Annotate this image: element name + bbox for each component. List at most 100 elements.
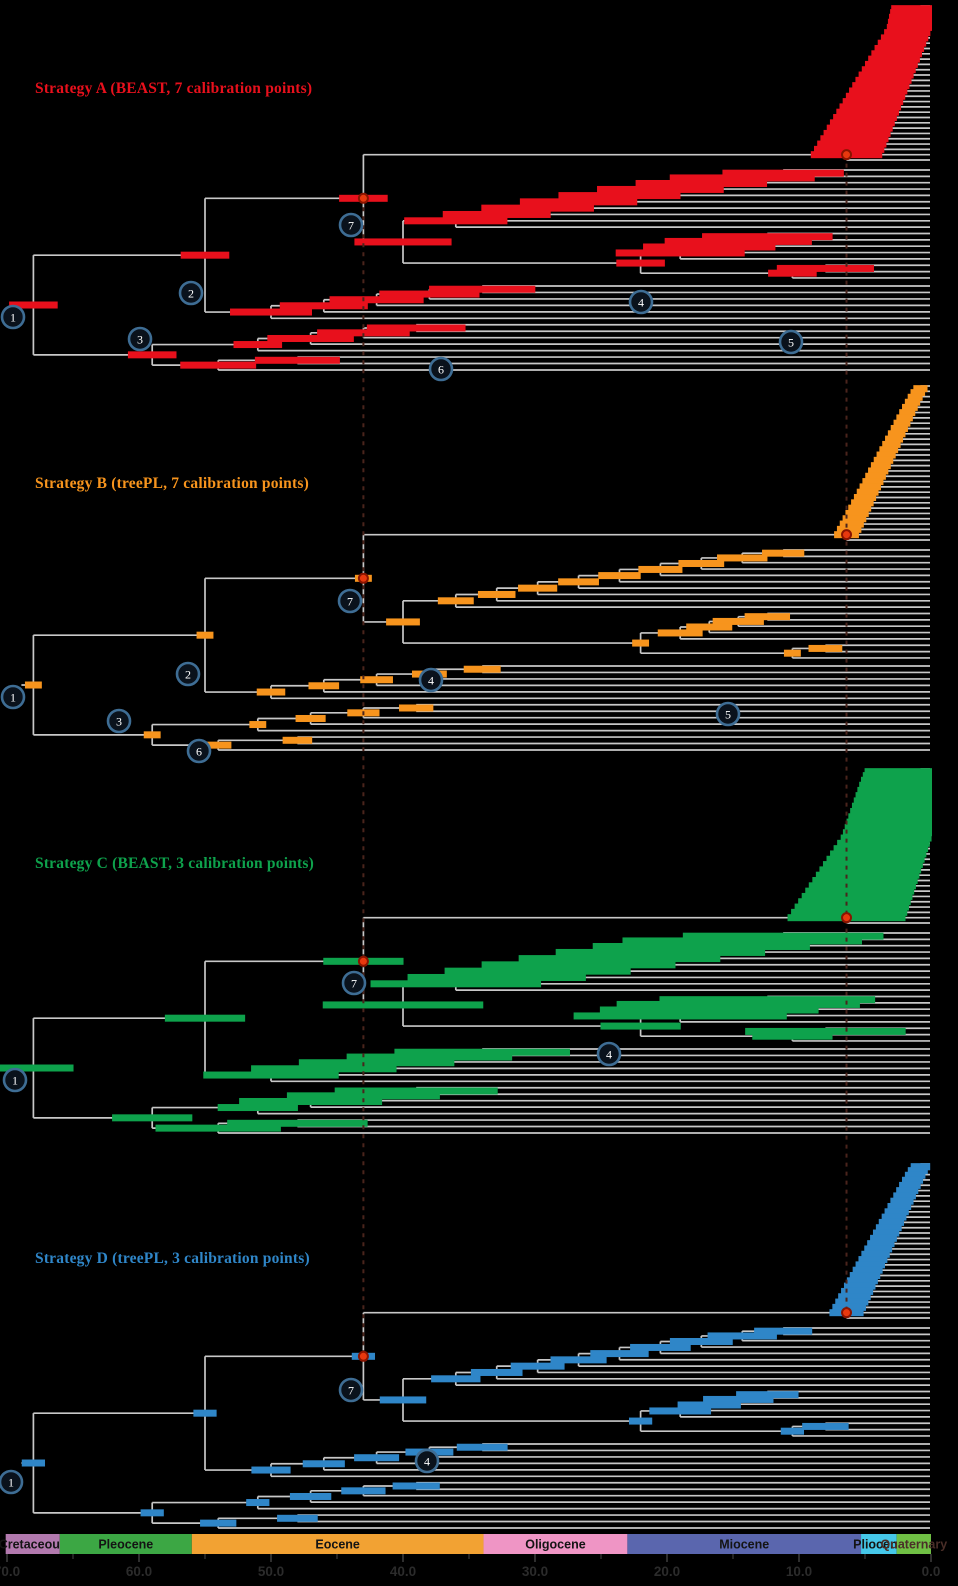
panel-D-tree xyxy=(21,1163,931,1529)
calibration-badge-A-1: 1 xyxy=(0,304,26,330)
hpd-bar xyxy=(346,1053,513,1061)
hpd-bar xyxy=(615,249,745,257)
hpd-bar xyxy=(392,1482,440,1490)
hpd-bar xyxy=(822,861,923,869)
svg-text:4: 4 xyxy=(428,673,434,687)
hpd-bar xyxy=(431,1375,481,1383)
hpd-bar xyxy=(664,237,812,245)
hpd-bar xyxy=(217,1104,298,1112)
hpd-bar xyxy=(886,23,932,31)
hpd-bar xyxy=(394,1048,570,1056)
hpd-bar xyxy=(842,515,867,523)
hpd-bar xyxy=(868,55,920,63)
hpd-bar xyxy=(870,1234,897,1242)
hpd-bar xyxy=(872,1229,900,1237)
svg-text:1: 1 xyxy=(8,1475,14,1489)
hpd-bar xyxy=(256,688,286,696)
epoch-band-cretaceous xyxy=(5,1534,60,1554)
hpd-bar xyxy=(477,590,516,598)
hpd-bar xyxy=(871,50,923,58)
calibrated-node-dot xyxy=(357,1350,369,1362)
hpd-bar xyxy=(861,1250,890,1258)
hpd-bar xyxy=(635,179,768,187)
axis-tick-label: 60.0 xyxy=(126,1564,152,1579)
hpd-bar xyxy=(889,13,932,21)
hpd-bar xyxy=(597,185,724,193)
hpd-bar xyxy=(812,877,918,885)
hpd-bar xyxy=(846,818,932,826)
hpd-bar xyxy=(884,29,931,37)
hpd-bar xyxy=(841,1287,874,1295)
axis-tick-label: 10.0 xyxy=(786,1564,812,1579)
hpd-bar xyxy=(386,618,420,626)
hpd-bar xyxy=(752,1032,833,1040)
hpd-bar xyxy=(196,631,214,639)
hpd-bar xyxy=(879,446,899,454)
hpd-bar xyxy=(858,1256,888,1264)
svg-text:2: 2 xyxy=(188,286,194,300)
axis-tick-label: 50.0 xyxy=(258,1564,284,1579)
hpd-bar xyxy=(254,356,340,364)
hpd-bar xyxy=(887,1202,912,1210)
hpd-bar xyxy=(399,704,434,712)
hpd-bar xyxy=(354,1454,400,1462)
hpd-bar xyxy=(848,504,872,512)
hpd-bar xyxy=(861,66,916,74)
svg-text:1: 1 xyxy=(10,690,16,704)
hpd-bar xyxy=(887,18,932,26)
hpd-bar xyxy=(890,9,932,17)
hpd-bar xyxy=(140,1509,164,1517)
hpd-bar xyxy=(801,892,913,900)
epoch-label: Eocene xyxy=(315,1538,360,1552)
hpd-bar xyxy=(481,204,594,212)
hpd-bar xyxy=(630,1343,691,1351)
hpd-bar xyxy=(227,1119,368,1127)
panel-C-tree xyxy=(0,768,932,1134)
hpd-bar xyxy=(859,781,932,789)
hpd-bar xyxy=(837,839,930,847)
hpd-bar xyxy=(407,973,586,981)
hpd-bar xyxy=(776,264,874,272)
hpd-bar xyxy=(677,1401,741,1409)
hpd-bar xyxy=(669,174,815,182)
hpd-bar xyxy=(838,1293,871,1301)
hpd-bar xyxy=(317,329,410,337)
calibration-badge-B-4: 4 xyxy=(418,667,444,693)
hpd-bar xyxy=(851,802,932,810)
epoch-band-miocene xyxy=(627,1534,862,1554)
hpd-bar xyxy=(896,1187,919,1195)
hpd-bar xyxy=(853,494,877,502)
hpd-bar xyxy=(180,251,230,259)
svg-text:7: 7 xyxy=(348,218,354,232)
hpd-bar xyxy=(845,509,869,517)
hpd-bar xyxy=(913,385,928,393)
hpd-bar xyxy=(844,823,932,831)
hpd-bar xyxy=(702,233,833,241)
hpd-bar xyxy=(845,92,906,100)
calibration-badge-A-7: 7 xyxy=(338,212,364,238)
hpd-bar xyxy=(657,629,703,637)
epoch-band-oligocene xyxy=(483,1534,628,1554)
hpd-bar xyxy=(659,996,876,1004)
hpd-bar xyxy=(857,786,932,794)
calibration-badge-C-4: 4 xyxy=(596,1041,622,1067)
hpd-bar xyxy=(456,1443,508,1451)
hpd-bar xyxy=(798,898,911,906)
panel-d-title: Strategy D (treePL, 3 calibration points… xyxy=(35,1250,310,1267)
hpd-bar xyxy=(855,1261,886,1269)
hpd-bar xyxy=(682,932,884,940)
hpd-bar xyxy=(819,866,922,874)
epoch-label: Oligocene xyxy=(525,1538,585,1552)
svg-text:7: 7 xyxy=(351,976,357,990)
svg-text:7: 7 xyxy=(347,594,353,608)
axis-tick-label: 40.0 xyxy=(390,1564,416,1579)
hpd-bar xyxy=(893,419,911,427)
epoch-band-eocene xyxy=(191,1534,484,1554)
calibrated-node-dot xyxy=(841,1307,853,1319)
hpd-bar xyxy=(890,424,908,432)
hpd-bar xyxy=(856,488,879,496)
calibrated-node-dot xyxy=(841,149,853,161)
hpd-bar xyxy=(286,1092,440,1100)
calibration-badge-C-1: 1 xyxy=(2,1067,28,1093)
